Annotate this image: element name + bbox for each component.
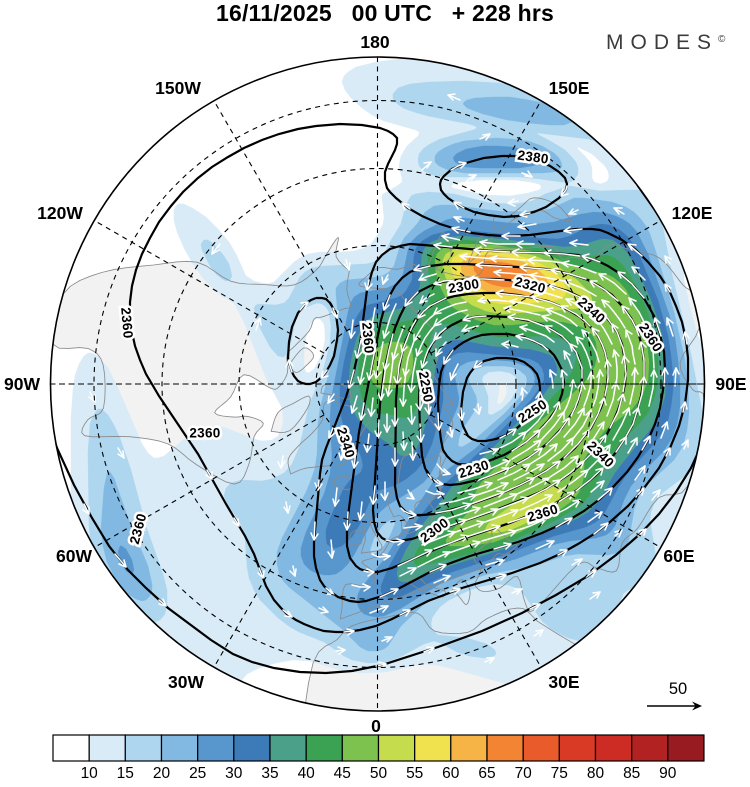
svg-text:150W: 150W <box>155 78 201 98</box>
svg-text:30: 30 <box>225 765 243 782</box>
svg-text:60: 60 <box>442 765 460 782</box>
svg-text:2360: 2360 <box>118 307 136 339</box>
svg-text:55: 55 <box>406 765 423 782</box>
svg-text:90: 90 <box>659 765 677 782</box>
svg-text:90E: 90E <box>715 374 746 394</box>
svg-text:2360: 2360 <box>359 322 377 354</box>
svg-text:0: 0 <box>371 716 381 736</box>
svg-text:180: 180 <box>360 32 389 52</box>
svg-text:75: 75 <box>551 765 568 782</box>
svg-text:120E: 120E <box>672 203 713 223</box>
svg-text:85: 85 <box>623 765 640 782</box>
svg-text:20: 20 <box>153 765 171 782</box>
svg-text:2360: 2360 <box>189 426 220 441</box>
svg-text:10: 10 <box>81 765 99 782</box>
svg-text:30W: 30W <box>168 672 204 692</box>
svg-text:90W: 90W <box>4 374 40 394</box>
svg-text:30E: 30E <box>548 672 579 692</box>
svg-text:60W: 60W <box>56 546 92 566</box>
svg-text:50: 50 <box>370 765 388 782</box>
svg-text:50: 50 <box>669 680 687 698</box>
svg-text:70: 70 <box>515 765 533 782</box>
svg-text:15: 15 <box>117 765 134 782</box>
svg-text:40: 40 <box>298 765 316 782</box>
svg-text:150E: 150E <box>549 78 590 98</box>
svg-text:120W: 120W <box>37 203 83 223</box>
svg-text:80: 80 <box>587 765 605 782</box>
svg-text:45: 45 <box>334 765 351 782</box>
svg-text:60E: 60E <box>663 546 694 566</box>
svg-text:35: 35 <box>261 765 278 782</box>
svg-text:65: 65 <box>478 765 495 782</box>
svg-text:25: 25 <box>189 765 206 782</box>
